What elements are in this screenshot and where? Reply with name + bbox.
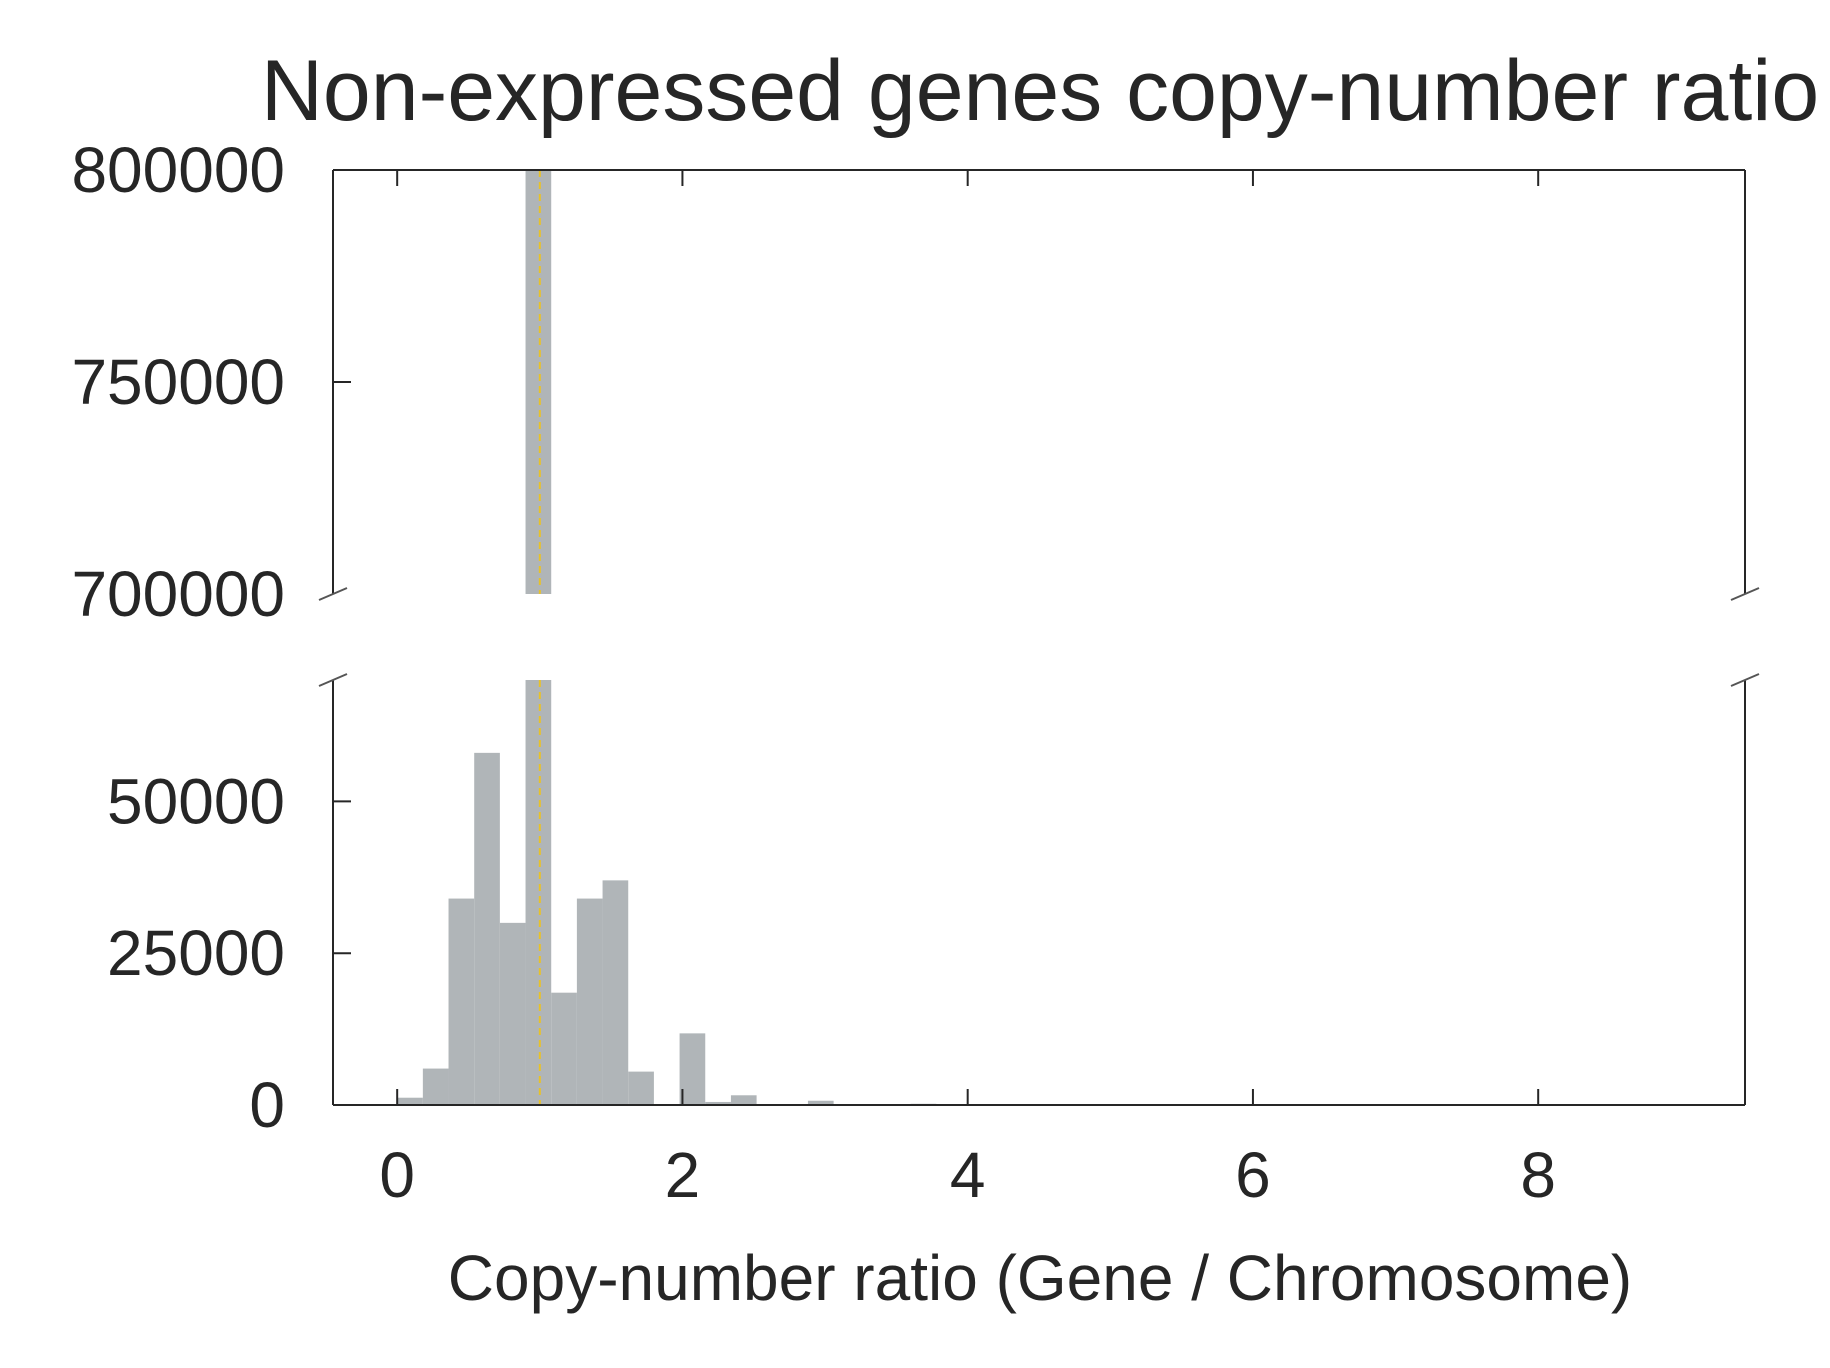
histogram-bar-bottom-7 [576,898,603,1105]
histogram-bar-bottom-14 [807,1100,834,1105]
axis-break-mark [318,587,348,601]
histogram-bar-top-5 [525,170,552,594]
axis-break-mark [1730,673,1760,687]
histogram-bar-bottom-2 [448,898,475,1105]
y-tick-label-top: 700000 [71,558,285,630]
chart-title: Non-expressed genes copy-number ratio [261,43,1819,139]
x-tick-label: 2 [665,1139,701,1211]
histogram-bar-bottom-4 [499,922,526,1105]
x-tick-label: 0 [379,1139,415,1211]
x-tick-label: 4 [950,1139,986,1211]
histogram-bar-bottom-1 [422,1068,449,1105]
histogram-bar-bottom-6 [551,992,577,1105]
x-tick-label: 8 [1520,1139,1556,1211]
axis-break-mark [1730,587,1760,601]
axis-break-mark [318,673,348,687]
y-tick-label-top: 750000 [71,346,285,418]
histogram-bar-bottom-12 [705,1101,731,1105]
histogram-bar-bottom-3 [474,752,500,1105]
top-panel: 700000 750000 800000 [71,134,1760,630]
y-tick-label-top: 800000 [71,134,285,206]
y-tick-label-bottom: 0 [249,1069,285,1141]
y-tick-label-bottom: 25000 [107,917,285,989]
y-tick-label-bottom: 50000 [107,765,285,837]
histogram-bar-bottom-5 [525,680,552,1105]
x-axis-label: Copy-number ratio (Gene / Chromosome) [448,1242,1632,1314]
histogram-bar-bottom-9 [628,1071,654,1105]
histogram-bar-bottom-11 [679,1033,706,1105]
histogram-bar-bottom-8 [602,880,629,1105]
histogram-bar-bottom-0 [397,1097,423,1105]
x-tick-label: 6 [1235,1139,1271,1211]
bottom-panel: 0 2 4 6 8 0 25000 50000 [107,673,1760,1211]
histogram-bar-bottom-13 [730,1095,757,1105]
